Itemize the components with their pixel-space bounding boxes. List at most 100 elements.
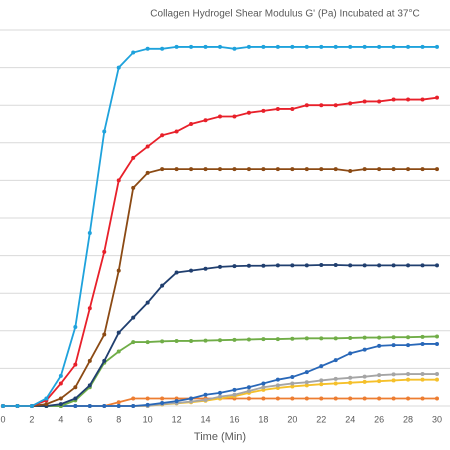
data-point [377, 263, 382, 268]
data-point [406, 377, 411, 382]
data-point [131, 396, 136, 401]
data-point [348, 169, 353, 173]
data-point [102, 129, 107, 134]
data-point [218, 44, 222, 49]
data-point [304, 380, 309, 385]
data-point [377, 335, 382, 340]
data-point [391, 378, 396, 383]
data-point [420, 372, 425, 377]
data-point [218, 114, 222, 119]
data-point [58, 373, 63, 378]
data-point [406, 263, 411, 268]
data-point [160, 400, 165, 405]
data-point [232, 387, 237, 392]
data-point [319, 396, 324, 401]
data-point [218, 390, 222, 395]
data-point [362, 396, 367, 401]
data-point [261, 396, 266, 401]
data-point [131, 315, 136, 320]
data-point [290, 381, 295, 386]
data-point [377, 44, 382, 49]
x-tick-label: 6 [87, 414, 92, 424]
data-point [160, 339, 165, 344]
data-point [348, 375, 353, 380]
data-point [362, 99, 367, 104]
data-point [362, 379, 367, 384]
data-point [174, 399, 179, 404]
data-point [333, 358, 338, 363]
data-point [116, 400, 121, 405]
data-point [87, 306, 92, 311]
data-point [87, 383, 92, 388]
data-point [160, 396, 165, 401]
x-tick-label: 20 [287, 414, 297, 424]
data-point [203, 266, 208, 271]
data-point [174, 167, 179, 172]
data-point [232, 392, 237, 397]
x-axis-label: Time (Min) [194, 431, 246, 443]
data-point [420, 377, 425, 382]
data-point [333, 336, 338, 341]
x-tick-label: 28 [403, 414, 413, 424]
data-point [348, 101, 353, 106]
data-point [362, 335, 367, 340]
data-point [203, 392, 208, 397]
x-tick-label: 12 [172, 414, 182, 424]
data-point [145, 300, 150, 305]
data-point [304, 263, 309, 268]
data-point [319, 382, 324, 387]
data-point [290, 336, 295, 341]
data-point [391, 372, 396, 377]
data-point [333, 103, 338, 108]
data-point [319, 263, 324, 267]
data-point [333, 381, 338, 386]
data-point [116, 349, 121, 354]
data-point [261, 167, 266, 172]
x-tick-label: 0 [0, 414, 5, 424]
data-point [116, 65, 121, 70]
data-point [362, 44, 367, 49]
data-point [160, 283, 165, 288]
data-point [275, 44, 280, 49]
data-point [203, 44, 208, 49]
data-point [391, 97, 396, 102]
data-point [102, 358, 107, 363]
data-point [348, 396, 353, 401]
data-point [189, 396, 194, 401]
data-point [290, 167, 295, 172]
data-point [131, 50, 136, 55]
series-line [3, 96, 438, 407]
data-point [87, 231, 92, 236]
data-point [58, 402, 63, 407]
data-point [102, 249, 107, 254]
x-tick-label: 24 [345, 414, 355, 424]
data-point [435, 334, 439, 339]
x-tick-label: 14 [201, 414, 211, 424]
data-point [145, 396, 150, 401]
data-point [290, 375, 295, 380]
data-point [246, 44, 251, 49]
data-point [174, 44, 179, 49]
data-point [87, 404, 92, 408]
data-point [218, 394, 222, 399]
data-point [319, 167, 324, 172]
data-point [246, 167, 251, 172]
data-point [420, 334, 425, 339]
data-point [391, 263, 396, 268]
data-point [362, 347, 367, 352]
data-point [160, 167, 165, 172]
data-point [377, 167, 382, 172]
data-point [391, 167, 396, 172]
data-point [391, 396, 396, 401]
data-point [131, 155, 136, 160]
data-point [87, 358, 92, 363]
data-point [435, 341, 439, 346]
data-point [275, 167, 280, 172]
data-point [304, 44, 309, 49]
x-tick-label: 18 [258, 414, 268, 424]
data-point [102, 332, 107, 337]
data-point [435, 95, 439, 100]
x-tick-label: 8 [116, 414, 121, 424]
data-point [420, 341, 425, 346]
data-point [131, 340, 136, 345]
